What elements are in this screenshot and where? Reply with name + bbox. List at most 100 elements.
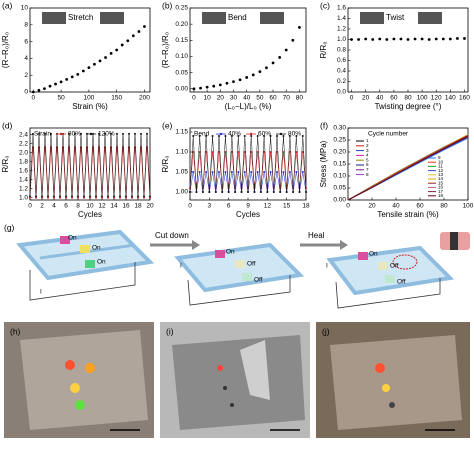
legend-label: 2 bbox=[366, 143, 369, 148]
wire bbox=[29, 262, 136, 301]
marker bbox=[263, 135, 266, 137]
marker bbox=[47, 195, 49, 198]
point bbox=[126, 39, 130, 43]
chart: (c) 0 20 40 60 80 100 120 140 160 0.0 0.2 0.4 0.6 0.8 1… bbox=[319, 0, 470, 111]
x-tick-label: 50 bbox=[57, 95, 65, 102]
panel-label: (g) bbox=[4, 222, 15, 232]
legend-marker bbox=[279, 132, 283, 136]
marker bbox=[288, 135, 291, 137]
point bbox=[87, 66, 91, 70]
x-tick-label: 40 bbox=[392, 203, 400, 210]
legend-label: 18 bbox=[438, 193, 444, 198]
point bbox=[54, 82, 57, 86]
led-state: On bbox=[68, 235, 77, 242]
marker bbox=[269, 171, 272, 173]
marker bbox=[122, 132, 124, 135]
marker bbox=[198, 135, 201, 137]
marker bbox=[218, 135, 220, 137]
marker bbox=[134, 132, 136, 135]
x-tick-label: 0 bbox=[346, 203, 350, 210]
led-glow bbox=[75, 400, 85, 410]
point bbox=[284, 48, 288, 52]
y-tick-label: 1.15 bbox=[175, 129, 188, 136]
y-tick-label: 1.0 bbox=[19, 194, 28, 201]
point bbox=[427, 38, 431, 41]
marker bbox=[192, 151, 195, 153]
frame bbox=[16, 229, 155, 281]
x-axis-label: Cycles bbox=[78, 210, 102, 219]
panel-label: (h) bbox=[10, 326, 21, 336]
led-glow bbox=[70, 383, 80, 393]
marker bbox=[77, 195, 79, 198]
legend-label: 9 bbox=[438, 155, 441, 160]
y-tick-label: 0 bbox=[24, 89, 28, 96]
line bbox=[347, 136, 469, 201]
marker bbox=[208, 191, 211, 193]
y-tick-label: 0.25 bbox=[175, 5, 188, 12]
marker bbox=[110, 132, 112, 135]
point bbox=[199, 86, 202, 90]
marker bbox=[218, 171, 220, 173]
circuit-1: On On On I bbox=[16, 229, 155, 301]
marker bbox=[80, 132, 82, 135]
marker bbox=[119, 195, 121, 198]
x-tick-label: 120 bbox=[431, 95, 442, 102]
marker bbox=[149, 195, 151, 198]
marker bbox=[240, 191, 243, 193]
point bbox=[392, 37, 396, 41]
diagram: (g) On On On I Cut down On Off Off I bbox=[4, 222, 470, 309]
heal-zone bbox=[392, 254, 418, 270]
point bbox=[298, 25, 301, 29]
point bbox=[399, 37, 403, 41]
marker bbox=[295, 151, 298, 153]
marker bbox=[247, 191, 249, 193]
legend-label: 8 bbox=[366, 172, 369, 177]
photo-h: (h) bbox=[4, 322, 154, 438]
x-tick-label: 50 bbox=[256, 95, 264, 102]
inset-photo bbox=[260, 12, 284, 24]
y-tick-label: 1.10 bbox=[175, 149, 188, 156]
marker bbox=[101, 195, 103, 198]
y-tick-label: 0.05 bbox=[333, 185, 346, 192]
marker bbox=[128, 132, 130, 135]
x-tick-label: 4 bbox=[52, 203, 56, 210]
point bbox=[76, 72, 80, 76]
marker bbox=[59, 195, 61, 198]
x-tick-label: 20 bbox=[368, 203, 376, 210]
marker bbox=[263, 171, 266, 173]
marker bbox=[279, 191, 282, 193]
marker bbox=[295, 171, 298, 173]
x-tick-label: 18 bbox=[134, 203, 142, 210]
y-tick-label: 2.0 bbox=[19, 149, 28, 156]
y-tick-label: 0.4 bbox=[337, 68, 346, 75]
point bbox=[434, 37, 438, 41]
x-tick-label: 140 bbox=[445, 95, 456, 102]
plot-frame bbox=[189, 7, 307, 93]
film bbox=[172, 335, 305, 430]
x-tick-label: 70 bbox=[283, 95, 291, 102]
y-tick-label: 10 bbox=[21, 5, 29, 12]
marker bbox=[65, 195, 67, 198]
point bbox=[291, 38, 295, 42]
point bbox=[232, 80, 235, 84]
x-axis-label: Twisting degree (°) bbox=[375, 102, 442, 111]
line bbox=[29, 133, 151, 197]
marker bbox=[256, 135, 259, 137]
panel-label: (e) bbox=[162, 120, 173, 130]
x-tick-label: 100 bbox=[417, 95, 428, 102]
point bbox=[448, 37, 452, 41]
led-glow bbox=[65, 360, 75, 370]
point bbox=[225, 81, 229, 85]
y-tick-label: 2.4 bbox=[19, 131, 28, 138]
marker bbox=[237, 135, 240, 137]
point bbox=[463, 37, 466, 40]
point bbox=[98, 59, 102, 63]
marker bbox=[205, 171, 208, 173]
marker bbox=[95, 195, 97, 198]
line bbox=[29, 147, 151, 198]
y-axis-label: R/R₀ bbox=[319, 41, 328, 58]
led bbox=[389, 402, 395, 408]
y-tick-label: 1.00 bbox=[175, 189, 188, 196]
y-tick-label: 0.10 bbox=[175, 53, 188, 60]
